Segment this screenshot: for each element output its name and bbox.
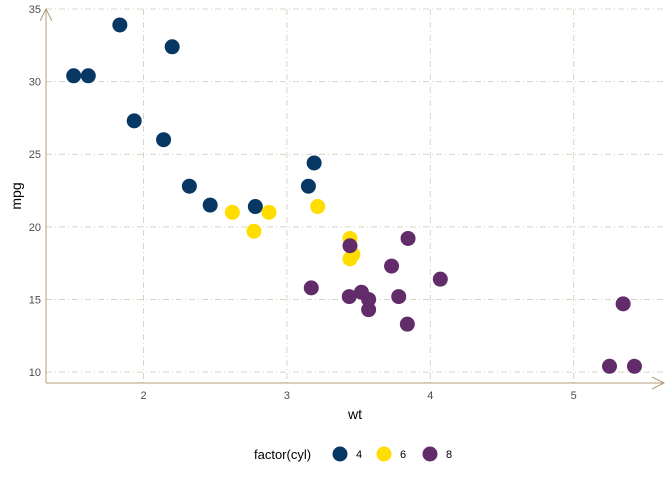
data-point-cyl-8 — [384, 258, 400, 274]
tick-labels: 2 3 4 5 10 15 20 25 30 35 — [29, 4, 577, 402]
data-point-cyl-4 — [112, 17, 128, 33]
data-point-cyl-8 — [615, 296, 631, 312]
data-point-cyl-8 — [391, 289, 407, 305]
data-point-cyl-4 — [181, 178, 197, 194]
data-point-cyl-8 — [432, 271, 448, 287]
data-points — [66, 17, 642, 374]
data-point-cyl-4 — [300, 178, 316, 194]
data-point-cyl-6 — [310, 199, 326, 215]
y-tick-label: 35 — [29, 4, 41, 16]
grid-lines — [46, 8, 664, 383]
data-point-cyl-8 — [400, 230, 416, 246]
y-tick-label: 20 — [29, 222, 41, 234]
data-point-cyl-4 — [156, 132, 172, 148]
y-tick-label: 15 — [29, 294, 41, 306]
data-point-cyl-4 — [306, 155, 322, 171]
y-tick-label: 30 — [29, 77, 41, 89]
x-axis-arrow — [651, 376, 666, 390]
data-point-cyl-8 — [626, 358, 642, 374]
data-point-cyl-4 — [247, 199, 263, 215]
y-tick-label: 10 — [29, 367, 41, 379]
data-point-cyl-8 — [361, 291, 377, 307]
data-point-cyl-8 — [342, 238, 358, 254]
x-tick-label: 2 — [140, 390, 146, 402]
data-point-cyl-8 — [602, 358, 618, 374]
data-point-cyl-6 — [224, 204, 240, 220]
x-tick-label: 4 — [427, 390, 433, 402]
data-point-cyl-4 — [164, 39, 180, 55]
x-tick-label: 5 — [571, 390, 577, 402]
data-point-cyl-4 — [126, 113, 142, 129]
legend-key-6 — [376, 446, 392, 462]
legend: factor(cyl) 4 6 8 — [254, 446, 452, 462]
data-point-cyl-8 — [341, 289, 357, 305]
data-point-cyl-8 — [303, 280, 319, 296]
legend-label-6: 6 — [400, 449, 406, 461]
legend-label-4: 4 — [356, 449, 362, 461]
axes — [39, 7, 666, 390]
y-tick-label: 25 — [29, 149, 41, 161]
data-point-cyl-4 — [202, 197, 218, 213]
data-point-cyl-6 — [246, 223, 262, 239]
legend-key-4 — [332, 446, 348, 462]
data-point-cyl-6 — [261, 204, 277, 220]
x-tick-label: 3 — [284, 390, 290, 402]
data-point-cyl-4 — [66, 68, 82, 84]
y-axis-arrow — [39, 7, 53, 22]
legend-title: factor(cyl) — [254, 447, 311, 462]
legend-key-8 — [422, 446, 438, 462]
data-point-cyl-8 — [399, 316, 415, 332]
x-axis-title: wt — [347, 406, 362, 422]
legend-label-8: 8 — [446, 449, 452, 461]
data-point-cyl-6 — [342, 251, 358, 267]
y-axis-title: mpg — [8, 182, 24, 209]
data-point-cyl-4 — [80, 68, 96, 84]
